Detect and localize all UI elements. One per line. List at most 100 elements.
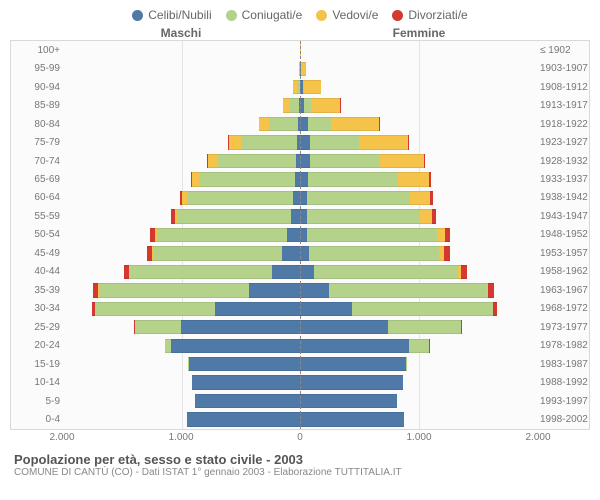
bar-segment	[300, 302, 352, 316]
bar-segment	[269, 117, 298, 131]
year-label: 1923-1927	[540, 133, 588, 151]
bar-segment	[308, 172, 398, 186]
bar-segment	[300, 265, 314, 279]
bar-segment	[300, 228, 307, 242]
age-label: 85-89	[34, 96, 60, 114]
bar-segment	[304, 80, 321, 94]
age-label: 10-14	[34, 373, 60, 391]
year-label: 1988-1992	[540, 373, 588, 391]
age-label: 45-49	[34, 244, 60, 262]
bar-segment	[461, 320, 462, 334]
legend-label: Divorziati/e	[408, 8, 467, 22]
bar-segment	[95, 302, 215, 316]
bar-segment	[307, 209, 421, 223]
legend-item: Celibi/Nubili	[132, 8, 211, 22]
bar-segment	[310, 135, 359, 149]
bar-segment	[444, 246, 450, 260]
bar-segment	[380, 154, 424, 168]
bar-segment	[187, 412, 300, 426]
year-label: 1963-1967	[540, 281, 588, 299]
year-label: 1943-1947	[540, 207, 588, 225]
x-tick: 1.000	[406, 432, 431, 443]
gender-headers: Maschi Femmine	[10, 26, 590, 40]
bar-segment	[493, 302, 497, 316]
bar-segment	[290, 98, 299, 112]
age-label: 35-39	[34, 281, 60, 299]
legend-swatch	[226, 10, 237, 21]
bar-segment	[215, 302, 300, 316]
bar-segment	[259, 117, 269, 131]
year-label: 1958-1962	[540, 263, 588, 281]
footer-title: Popolazione per età, sesso e stato civil…	[14, 452, 590, 467]
bar-segment	[249, 283, 300, 297]
year-label: 1928-1932	[540, 152, 588, 170]
bar-segment	[461, 265, 468, 279]
bar-segment	[309, 246, 439, 260]
age-label: 5-9	[46, 392, 60, 410]
bar-segment	[300, 394, 397, 408]
footer-subtitle: COMUNE DI CANTÙ (CO) - Dati ISTAT 1° gen…	[14, 467, 590, 478]
bar-segment	[432, 209, 436, 223]
age-label: 65-69	[34, 170, 60, 188]
bar-segment	[331, 117, 379, 131]
age-axis: 100+95-9990-9485-8980-8475-7970-7465-696…	[11, 41, 63, 429]
bar-segment	[229, 135, 241, 149]
bar-segment	[208, 154, 218, 168]
legend-swatch	[132, 10, 143, 21]
bar-segment	[300, 154, 310, 168]
header-male: Maschi	[62, 26, 300, 40]
bar-segment	[291, 209, 300, 223]
age-label: 50-54	[34, 226, 60, 244]
bar-segment	[130, 265, 272, 279]
year-label: 1903-1907	[540, 59, 588, 77]
bar-segment	[314, 265, 458, 279]
age-label: 80-84	[34, 115, 60, 133]
bar-segment	[398, 172, 428, 186]
x-tick: 2.000	[49, 432, 74, 443]
bar-segment	[307, 228, 437, 242]
bar-segment	[99, 283, 249, 297]
bar-segment	[189, 357, 300, 371]
bar-segment	[300, 117, 308, 131]
year-label: 1938-1942	[540, 189, 588, 207]
bar-segment	[171, 339, 300, 353]
year-label: 1918-1922	[540, 115, 588, 133]
year-label: 1998-2002	[540, 410, 588, 428]
bar-segment	[410, 191, 430, 205]
bar-segment	[272, 265, 300, 279]
bar-segment	[300, 135, 310, 149]
year-label: 1933-1937	[540, 170, 588, 188]
year-label: 1913-1917	[540, 96, 588, 114]
bar-segment	[424, 154, 425, 168]
center-line	[300, 41, 301, 429]
bar-segment	[135, 320, 181, 334]
bar-segment	[388, 320, 461, 334]
bar-segment	[157, 228, 287, 242]
bar-segment	[430, 191, 433, 205]
x-tick: 0	[297, 432, 303, 443]
bar-segment	[445, 228, 450, 242]
bar-segment	[300, 320, 388, 334]
age-label: 60-64	[34, 189, 60, 207]
legend-item: Coniugati/e	[226, 8, 303, 22]
bar-segment	[300, 412, 404, 426]
age-label: 30-34	[34, 300, 60, 318]
age-label: 100+	[37, 41, 60, 59]
bar-segment	[379, 117, 380, 131]
legend-item: Vedovi/e	[316, 8, 378, 22]
bar-segment	[310, 154, 380, 168]
bar-segment	[300, 283, 329, 297]
bar-segment	[308, 117, 331, 131]
x-tick: 2.000	[525, 432, 550, 443]
age-label: 70-74	[34, 152, 60, 170]
age-label: 40-44	[34, 263, 60, 281]
bar-segment	[352, 302, 492, 316]
bar-segment	[218, 154, 296, 168]
x-axis: 2.0001.00001.0002.000	[10, 432, 590, 446]
bar-segment	[406, 357, 407, 371]
bar-segment	[307, 191, 410, 205]
legend-label: Coniugati/e	[242, 8, 303, 22]
year-label: 1978-1982	[540, 337, 588, 355]
bar-segment	[300, 339, 409, 353]
bar-segment	[177, 209, 291, 223]
